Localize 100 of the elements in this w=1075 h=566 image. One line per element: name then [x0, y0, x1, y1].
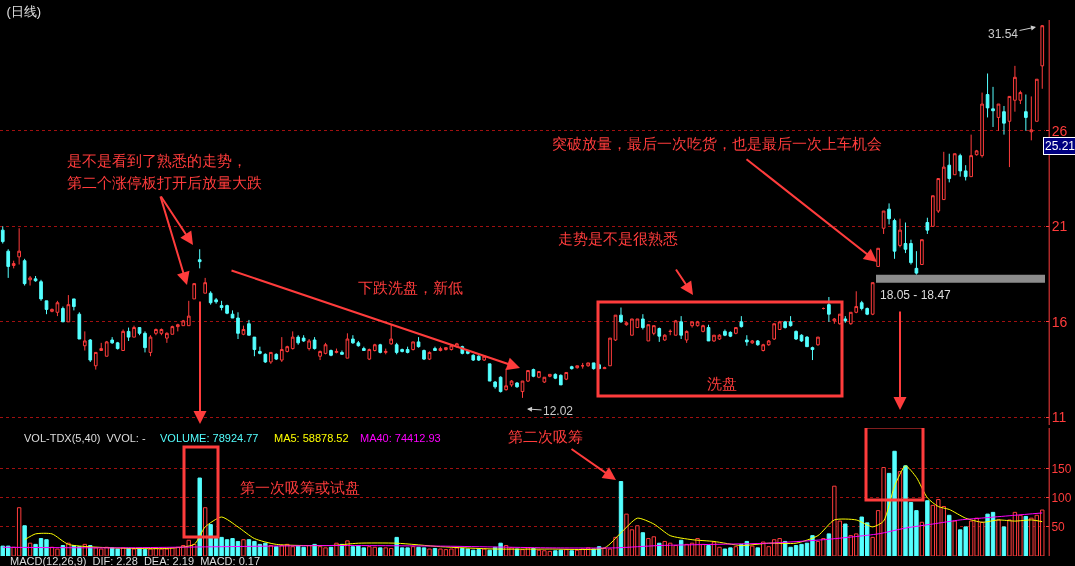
bar: [427, 548, 432, 556]
candlestick: [115, 341, 120, 351]
candlestick: [6, 248, 11, 279]
bar: [706, 545, 711, 556]
candlestick: [744, 334, 749, 347]
candlestick: [263, 352, 268, 364]
candlestick: [268, 351, 273, 365]
candlestick: [0, 225, 5, 245]
candlestick: [843, 315, 848, 324]
annotation: 下跌洗盘，新低: [358, 279, 463, 296]
candlestick: [405, 346, 410, 354]
candlestick: [93, 351, 98, 371]
candlestick: [515, 381, 519, 389]
candlestick: [832, 317, 837, 325]
candlestick: [361, 346, 366, 351]
candlestick: [750, 339, 755, 345]
candlestick: [44, 300, 49, 315]
candlestick: [684, 329, 689, 344]
annotation: 走势是不是很熟悉: [558, 230, 678, 247]
candlestick: [591, 362, 596, 371]
bar: [1001, 526, 1007, 556]
bar: [197, 477, 202, 556]
candlestick: [586, 362, 590, 368]
candlestick: [690, 321, 694, 329]
bar: [22, 525, 27, 556]
bar: [952, 520, 957, 556]
candlestick: [340, 350, 344, 355]
candlestick: [247, 319, 251, 336]
candlestick: [498, 375, 503, 394]
y-tick-label: 11: [1051, 409, 1067, 426]
candlestick: [126, 327, 131, 342]
candlestick: [438, 346, 443, 352]
candlestick: [1007, 95, 1012, 168]
candlestick: [898, 218, 902, 248]
candlestick: [734, 327, 738, 335]
candlestick: [1002, 105, 1006, 136]
bar: [733, 546, 739, 556]
chart-title: (日线): [6, 3, 42, 19]
line-series: [24, 465, 1043, 551]
annotation: 第二个涨停板打开后放量大跌: [67, 174, 262, 191]
candlestick: [28, 275, 32, 287]
candlestick: [82, 330, 87, 351]
candlestick: [148, 334, 153, 357]
candlestick: [892, 218, 897, 260]
y-tick-label: 26: [1051, 122, 1068, 139]
bar: [312, 543, 317, 556]
candlestick: [252, 336, 257, 357]
candlestick: [909, 239, 913, 266]
candlestick: [132, 325, 136, 338]
text: MA40: 74412.93: [360, 432, 441, 444]
candlestick: [39, 279, 43, 302]
candlestick: [318, 350, 322, 361]
candlestick: [383, 348, 388, 355]
candlestick: [312, 336, 317, 351]
candlestick: [378, 343, 383, 354]
candlestick: [241, 325, 246, 336]
candlestick: [1029, 95, 1034, 141]
bar: [241, 539, 246, 556]
candlestick: [389, 324, 394, 346]
candlestick: [619, 307, 623, 324]
candlestick: [794, 329, 798, 341]
bar: [274, 546, 279, 556]
candlestick: [372, 343, 377, 352]
candlestick: [881, 210, 886, 235]
annotation: 洗盘: [707, 375, 737, 392]
bar: [657, 542, 662, 556]
candlestick: [110, 336, 114, 345]
candlestick: [558, 373, 563, 386]
candlestick: [657, 327, 662, 343]
candlestick: [99, 342, 104, 351]
text: MA5: 58878.52: [274, 432, 349, 444]
bar: [482, 548, 487, 556]
candlestick: [569, 365, 574, 371]
candlestick: [66, 294, 71, 323]
candlestick: [203, 277, 208, 294]
bar: [925, 500, 930, 556]
candlestick: [88, 338, 93, 363]
candlestick: [197, 248, 202, 269]
candlestick: [788, 315, 793, 328]
candlestick: [1040, 24, 1045, 90]
y-tick-label: 100: [1051, 491, 1072, 506]
candlestick: [192, 283, 197, 300]
candlestick: [509, 379, 514, 388]
candlestick: [329, 349, 333, 357]
bar: [750, 545, 755, 556]
candlestick: [77, 311, 82, 340]
annotation: 第一次吸筹或试盘: [240, 479, 360, 496]
candlestick: [602, 366, 607, 370]
candlestick: [575, 365, 580, 370]
bar: [569, 550, 574, 556]
candlestick: [416, 336, 421, 349]
candlestick: [274, 352, 279, 361]
text: VOLUME: 78924.77: [160, 432, 259, 444]
candlestick: [641, 313, 645, 330]
candlestick: [651, 325, 656, 336]
candlestick: [422, 349, 426, 361]
candlestick: [887, 202, 891, 225]
candlestick: [520, 380, 525, 399]
bar: [432, 547, 438, 556]
candlestick: [301, 334, 306, 343]
